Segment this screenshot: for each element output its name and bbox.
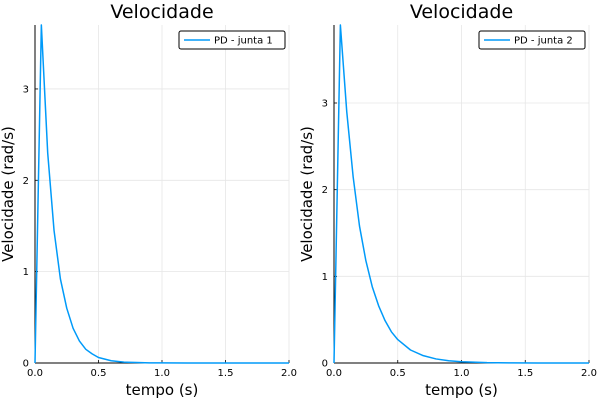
tick-labels: 0.0 0.5 1.0 1.5 2.0 0 1 2 3 [322,99,597,380]
x-axis-label: tempo (s) [126,381,199,399]
y-tick-label: 0 [23,359,29,370]
y-tick-label: 3 [322,99,328,110]
series-lines [34,24,289,364]
x-tick-label: 1.5 [218,368,234,379]
subplot-junta-1: 0.0 0.5 1.0 1.5 2.0 0 1 2 3 Velocidade tempo (s)… [0,1,297,399]
legend-label: PD - junta 2 [514,36,573,47]
legend: PD - junta 2 [478,30,586,50]
series-line [333,24,589,364]
x-tick-label: 2.0 [281,368,297,379]
y-tick-label: 2 [322,185,328,196]
x-tick-label: 1.5 [517,368,533,379]
subplot-junta-2: 0.0 0.5 1.0 1.5 2.0 0 1 2 3 Velocidade tempo (s)… [298,1,597,399]
y-axis-label: Velocidade (rad/s) [298,126,316,262]
x-tick-label: 0.0 [27,368,43,379]
x-tick-label: 1.0 [454,368,470,379]
legend-label: PD - junta 1 [214,36,273,47]
y-axis-label: Velocidade (rad/s) [0,126,17,262]
x-tick-label: 0.0 [326,368,342,379]
x-tick-label: 2.0 [581,368,597,379]
y-tick-label: 3 [23,84,29,95]
x-tick-label: 1.0 [154,368,170,379]
series-line [34,24,289,364]
series-lines [333,24,589,364]
x-axis-label: tempo (s) [425,381,498,399]
legend-box [178,30,286,50]
x-tick-label: 0.5 [390,368,406,379]
tick-labels: 0.0 0.5 1.0 1.5 2.0 0 1 2 3 [23,84,297,379]
legend: PD - junta 1 [178,30,286,50]
chart-title: Velocidade [410,1,513,23]
legend-box [478,30,586,50]
chart-title: Velocidade [110,1,213,23]
y-tick-label: 1 [23,267,29,278]
y-tick-label: 2 [23,176,29,187]
y-tick-label: 0 [322,359,328,370]
x-tick-label: 0.5 [91,368,107,379]
y-tick-label: 1 [322,272,328,283]
